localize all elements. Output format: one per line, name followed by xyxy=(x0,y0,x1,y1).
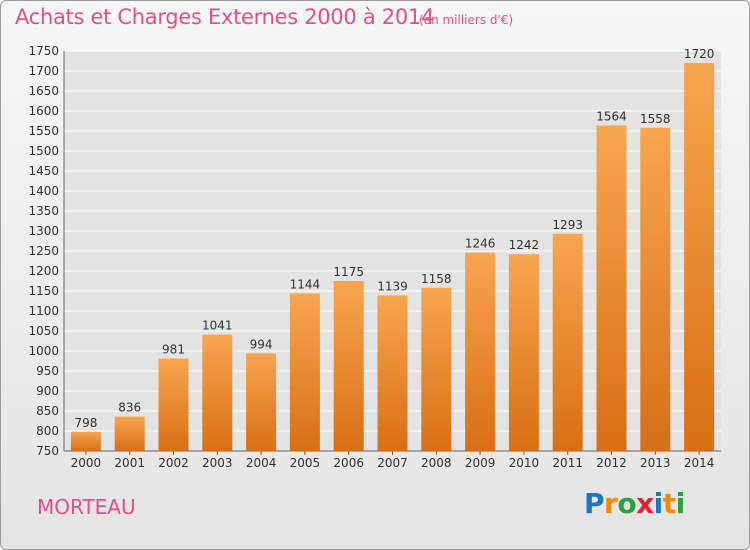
y-tick-label: 1100 xyxy=(28,304,59,318)
x-tick-label: 2002 xyxy=(158,456,189,470)
data-label: 1242 xyxy=(509,238,540,252)
commune-name: MORTEAU xyxy=(37,495,136,519)
data-label: 1139 xyxy=(377,279,408,293)
data-label: 1558 xyxy=(640,112,671,126)
y-tick-label: 850 xyxy=(36,404,59,418)
x-tick-label: 2014 xyxy=(684,456,715,470)
logo-letter: t xyxy=(662,487,676,520)
y-tick-label: 1600 xyxy=(28,104,59,118)
y-tick-label: 1350 xyxy=(28,204,59,218)
x-tick-label: 2006 xyxy=(333,456,364,470)
y-tick-label: 900 xyxy=(36,384,59,398)
y-tick-label: 1450 xyxy=(28,164,59,178)
x-tick-label: 2009 xyxy=(465,456,496,470)
bar xyxy=(202,334,233,451)
data-label: 1293 xyxy=(552,218,583,232)
bar xyxy=(465,252,496,451)
x-tick-label: 2010 xyxy=(509,456,540,470)
y-tick-label: 1550 xyxy=(28,124,59,138)
bar xyxy=(246,353,277,451)
data-label: 1041 xyxy=(202,319,233,333)
x-tick-label: 2005 xyxy=(290,456,321,470)
y-tick-label: 1400 xyxy=(28,184,59,198)
y-tick-label: 800 xyxy=(36,424,59,438)
y-tick-label: 1050 xyxy=(28,324,59,338)
y-tick-label: 1250 xyxy=(28,244,59,258)
proxiti-logo: Proxiti xyxy=(584,487,685,520)
x-tick-label: 2004 xyxy=(246,456,277,470)
bar xyxy=(70,431,101,451)
y-tick-label: 1700 xyxy=(28,64,59,78)
data-label: 1144 xyxy=(290,277,321,291)
bar xyxy=(289,293,320,451)
chart-subtitle: (en milliers d'€) xyxy=(419,13,514,27)
bar xyxy=(333,281,364,451)
data-label: 1564 xyxy=(596,109,627,123)
y-tick-label: 950 xyxy=(36,364,59,378)
logo-letter: P xyxy=(584,487,605,520)
bar xyxy=(158,358,189,451)
data-labels: 798 836 981 1041 994 1144 1175 1139 1158 1246 1242… xyxy=(74,47,714,430)
y-tick-label: 1650 xyxy=(28,84,59,98)
x-tick-label: 2013 xyxy=(640,456,671,470)
bar xyxy=(421,287,452,451)
y-tick-label: 750 xyxy=(36,444,59,458)
x-tick-label: 2008 xyxy=(421,456,452,470)
chart-title: Achats et Charges Externes 2000 à 2014 xyxy=(15,5,435,29)
data-label: 1246 xyxy=(465,237,496,251)
y-tick-label: 1500 xyxy=(28,144,59,158)
y-tick-label: 1200 xyxy=(28,264,59,278)
bar xyxy=(508,254,539,451)
x-tick-label: 2011 xyxy=(552,456,583,470)
data-label: 981 xyxy=(162,343,185,357)
logo-letter: i xyxy=(675,487,686,520)
y-tick-label: 1150 xyxy=(28,284,59,298)
x-tick-label: 2001 xyxy=(114,456,145,470)
bar xyxy=(377,295,408,451)
data-label: 798 xyxy=(74,416,97,430)
bars xyxy=(70,63,715,452)
logo-letter: i xyxy=(653,487,664,520)
logo-letter: x xyxy=(636,487,654,520)
bar xyxy=(640,127,671,452)
data-label: 836 xyxy=(118,401,141,415)
x-tick-label: 2003 xyxy=(202,456,233,470)
y-tick-label: 1000 xyxy=(28,344,59,358)
y-tick-label: 1750 xyxy=(28,44,59,58)
data-label: 1175 xyxy=(333,265,364,279)
logo-letter: r xyxy=(604,487,618,520)
bar xyxy=(114,416,145,451)
y-tick-label: 1300 xyxy=(28,224,59,238)
bar xyxy=(596,125,627,452)
bar xyxy=(552,233,583,451)
bar xyxy=(684,63,715,451)
logo-letter: o xyxy=(617,487,637,520)
data-label: 1720 xyxy=(684,47,715,61)
x-tick-label: 2007 xyxy=(377,456,408,470)
x-axis: 2000 2001 2002 2003 2004 2005 2006 2007 2008 2009… xyxy=(71,451,715,470)
data-label: 1158 xyxy=(421,272,452,286)
x-tick-label: 2000 xyxy=(71,456,102,470)
x-tick-label: 2012 xyxy=(596,456,627,470)
data-label: 994 xyxy=(250,337,273,351)
